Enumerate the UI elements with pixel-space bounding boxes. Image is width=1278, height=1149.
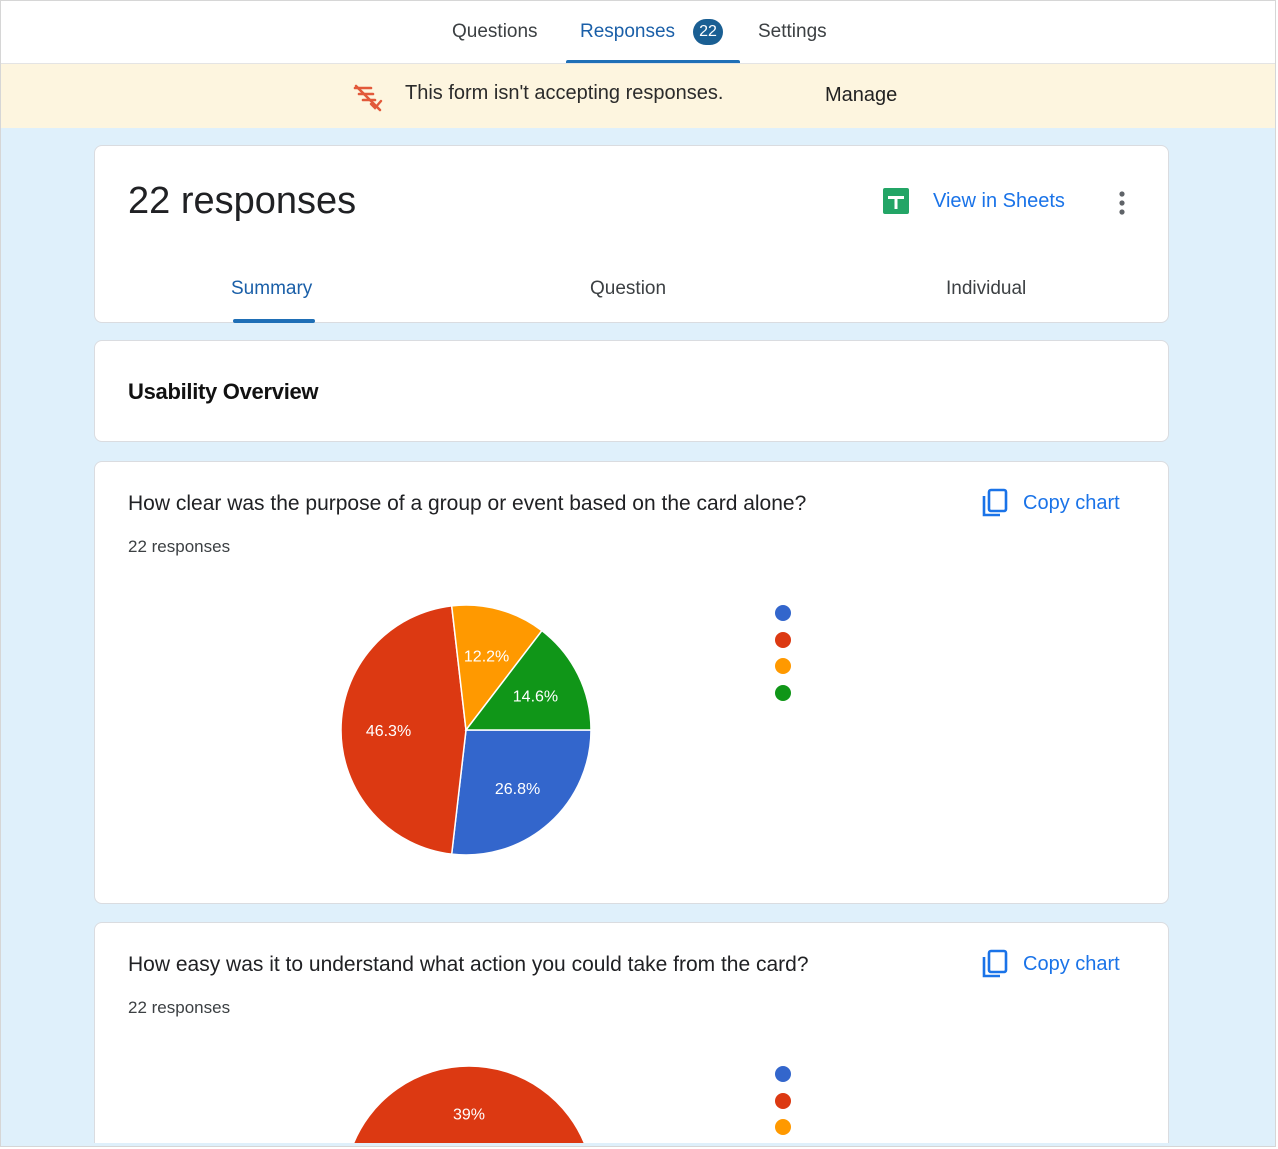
active-tab-indicator bbox=[233, 319, 315, 323]
tab-responses[interactable]: Responses 22 bbox=[566, 1, 740, 63]
top-navigation: Questions Responses 22 Settings bbox=[1, 1, 1275, 64]
legend-color-dot bbox=[775, 1092, 791, 1109]
copy-chart-label: Copy chart bbox=[1023, 491, 1120, 514]
responses-title: 22 responses bbox=[128, 180, 357, 222]
copy-chart-label: Copy chart bbox=[1023, 952, 1120, 975]
legend-color-dot bbox=[775, 1066, 791, 1082]
legend-color-dot bbox=[775, 631, 791, 648]
pie-chart: 26.8% 46.3% 12.2% 14.6% bbox=[340, 604, 592, 856]
legend-color-dot bbox=[775, 658, 791, 674]
copy-icon bbox=[982, 488, 1008, 517]
tab-individual[interactable]: Individual bbox=[946, 278, 1027, 299]
view-in-sheets-label: View in Sheets bbox=[933, 189, 1065, 212]
pie-slice[interactable] bbox=[340, 604, 467, 856]
section-header-card: Usability Overview bbox=[94, 340, 1169, 442]
response-count: 22 responses bbox=[128, 998, 231, 1017]
copy-icon bbox=[982, 949, 1008, 978]
manage-button[interactable]: Manage bbox=[825, 84, 898, 106]
tab-responses-label: Responses bbox=[580, 21, 676, 42]
sheets-icon bbox=[883, 188, 909, 214]
pie-slice[interactable] bbox=[450, 604, 543, 732]
copy-chart-button[interactable]: Copy chart bbox=[981, 488, 1120, 518]
chart-legend bbox=[775, 1066, 791, 1146]
section-title: Usability Overview bbox=[128, 379, 319, 404]
legend-color-dot bbox=[775, 684, 791, 701]
page-bottom-edge bbox=[1, 1143, 1275, 1146]
question-card-2: How easy was it to understand what actio… bbox=[94, 922, 1169, 1147]
responses-off-icon bbox=[353, 84, 383, 112]
pie-slice[interactable] bbox=[464, 629, 592, 731]
banner-message: This form isn't accepting responses. bbox=[405, 82, 724, 104]
tab-question[interactable]: Question bbox=[590, 278, 667, 299]
legend-color-dot bbox=[775, 605, 791, 621]
question-card-1: How clear was the purpose of a group or … bbox=[94, 461, 1169, 904]
responses-summary-card: 22 responses View in Sheets Summary Ques… bbox=[94, 145, 1169, 323]
chart-legend bbox=[775, 605, 791, 711]
question-text: How clear was the purpose of a group or … bbox=[128, 492, 807, 515]
tab-settings-label: Settings bbox=[758, 21, 827, 42]
view-in-sheets-button[interactable]: View in Sheets bbox=[883, 188, 1065, 214]
pie-slice-label: 12.2% bbox=[464, 648, 509, 665]
question-text: How easy was it to understand what actio… bbox=[128, 953, 809, 976]
pie-slice-label: 46.3% bbox=[366, 723, 411, 740]
tab-questions[interactable]: Questions bbox=[452, 1, 538, 63]
tab-settings[interactable]: Settings bbox=[758, 1, 827, 63]
not-accepting-banner: This form isn't accepting responses. Man… bbox=[1, 64, 1275, 128]
response-count: 22 responses bbox=[128, 537, 231, 556]
responses-count-badge: 22 bbox=[693, 19, 724, 45]
pie-chart: 39% bbox=[351, 1065, 587, 1147]
legend-color-dot bbox=[775, 1119, 791, 1135]
more-options-icon[interactable] bbox=[1117, 190, 1127, 216]
copy-chart-button[interactable]: Copy chart bbox=[981, 949, 1120, 979]
pie-slice-label: 26.8% bbox=[495, 781, 540, 798]
pie-slice[interactable] bbox=[351, 1065, 587, 1147]
pie-slice[interactable] bbox=[450, 729, 592, 856]
tab-questions-label: Questions bbox=[452, 21, 538, 42]
pie-slice-label: 39% bbox=[453, 1107, 485, 1124]
pie-slice-label: 14.6% bbox=[513, 689, 558, 706]
tab-summary[interactable]: Summary bbox=[231, 278, 313, 299]
